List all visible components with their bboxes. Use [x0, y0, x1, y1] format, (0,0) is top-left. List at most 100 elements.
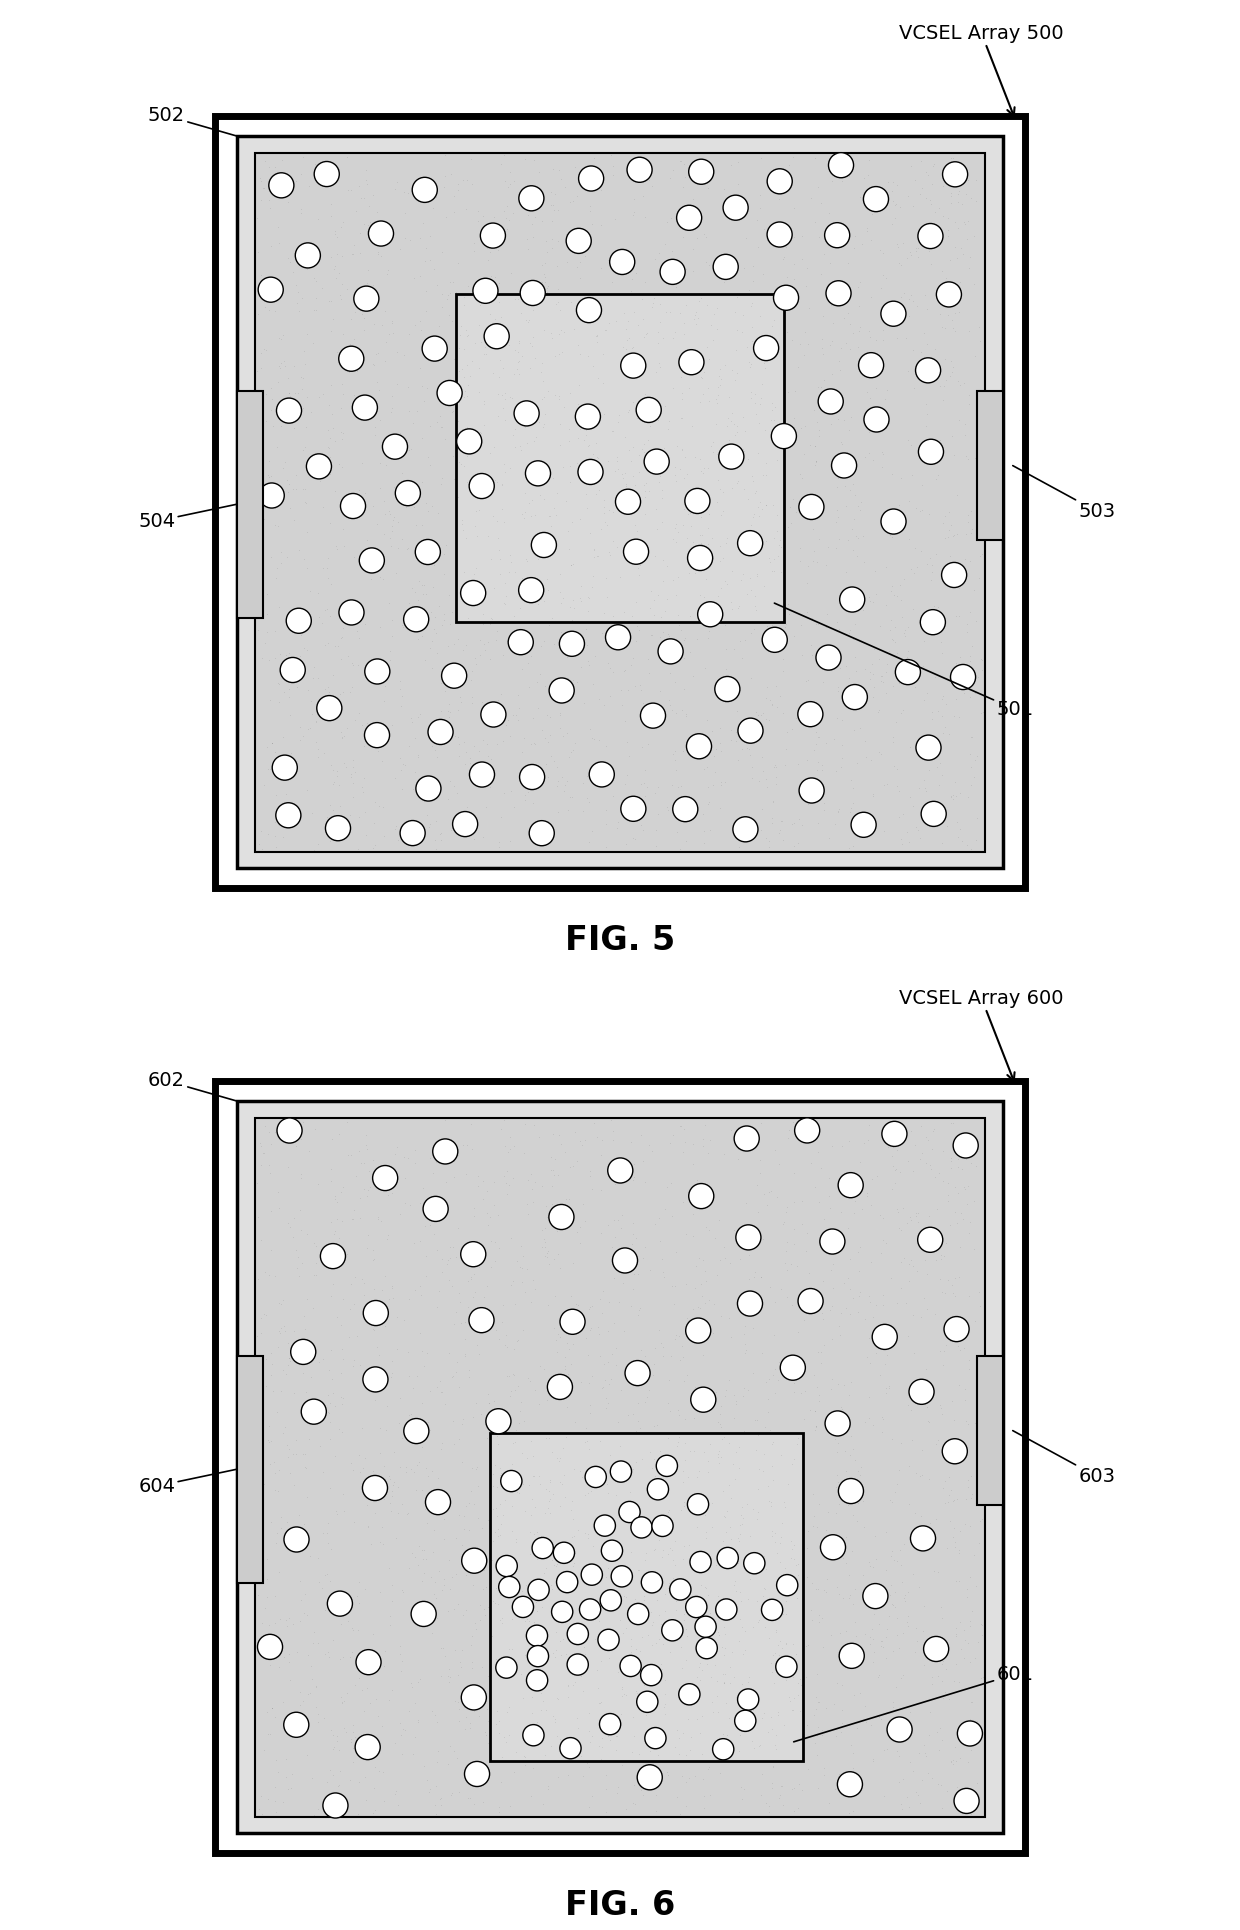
Point [945, 1511, 965, 1542]
Circle shape [656, 1455, 677, 1476]
Point [636, 490, 656, 521]
Point [300, 1677, 320, 1708]
Point [377, 1392, 397, 1422]
Point [689, 328, 709, 359]
Point [383, 504, 403, 535]
Point [559, 1334, 579, 1365]
Point [257, 1544, 277, 1575]
Point [507, 347, 527, 378]
Point [949, 1534, 968, 1565]
Point [962, 1478, 982, 1509]
Point [331, 417, 351, 448]
Point [642, 1359, 662, 1390]
Point [939, 220, 959, 251]
Point [600, 1440, 620, 1471]
Circle shape [771, 423, 796, 448]
Point [265, 1745, 285, 1776]
Point [916, 1121, 936, 1152]
Point [627, 610, 647, 641]
Point [404, 577, 424, 608]
Point [332, 452, 352, 482]
Point [315, 629, 335, 660]
Point [914, 318, 934, 349]
Point [765, 1714, 785, 1745]
Point [962, 1596, 982, 1627]
Point [683, 660, 703, 691]
Point [347, 616, 367, 647]
Point [350, 492, 370, 523]
Point [582, 208, 601, 239]
Point [768, 691, 787, 722]
Point [666, 272, 686, 303]
Point [782, 1679, 802, 1710]
Point [248, 550, 268, 581]
Point [352, 772, 372, 803]
Point [691, 388, 711, 419]
Point [444, 1735, 464, 1766]
Point [603, 1621, 622, 1652]
Circle shape [422, 336, 448, 361]
Point [660, 162, 680, 193]
Point [863, 1409, 883, 1440]
Point [523, 1608, 543, 1639]
Circle shape [941, 562, 967, 587]
Point [490, 268, 510, 299]
Circle shape [838, 1173, 863, 1199]
Point [785, 1530, 805, 1561]
Point [248, 1168, 268, 1199]
Point [957, 1473, 977, 1503]
Point [320, 286, 340, 317]
Point [887, 230, 906, 261]
Point [496, 457, 516, 488]
Point [481, 544, 501, 575]
Point [936, 365, 956, 396]
Point [653, 1534, 673, 1565]
Point [791, 1669, 811, 1700]
Point [255, 291, 275, 322]
Point [926, 280, 946, 311]
Point [843, 1795, 863, 1826]
Circle shape [456, 428, 482, 454]
Point [293, 1399, 312, 1430]
Point [771, 1521, 791, 1552]
Point [590, 1341, 610, 1372]
Point [662, 1704, 682, 1735]
Point [496, 203, 516, 234]
Point [269, 1314, 289, 1345]
Point [502, 1448, 522, 1478]
Point [332, 1586, 352, 1617]
Point [591, 1372, 611, 1403]
Point [970, 1278, 990, 1309]
Point [765, 751, 785, 782]
Point [329, 805, 348, 836]
Point [661, 1341, 681, 1372]
Point [959, 164, 978, 195]
Point [650, 1586, 670, 1617]
Point [376, 326, 396, 357]
Point [283, 1758, 303, 1789]
Point [517, 1442, 537, 1473]
Point [521, 1662, 541, 1693]
Point [391, 666, 410, 697]
Point [754, 710, 774, 741]
Point [542, 1706, 562, 1737]
Point [539, 1542, 559, 1573]
Point [469, 278, 489, 309]
Point [415, 1453, 435, 1484]
Point [748, 1586, 768, 1617]
Point [784, 830, 804, 861]
Point [275, 1314, 295, 1345]
Point [668, 772, 688, 803]
Point [534, 1567, 554, 1598]
Point [484, 430, 503, 461]
Point [759, 1669, 779, 1700]
Point [675, 1114, 694, 1144]
Point [959, 1282, 978, 1312]
Point [472, 687, 492, 718]
Point [520, 351, 539, 382]
Point [498, 1650, 518, 1681]
Point [438, 784, 458, 814]
Point [433, 1575, 453, 1606]
Point [580, 1397, 600, 1428]
Point [536, 533, 556, 564]
